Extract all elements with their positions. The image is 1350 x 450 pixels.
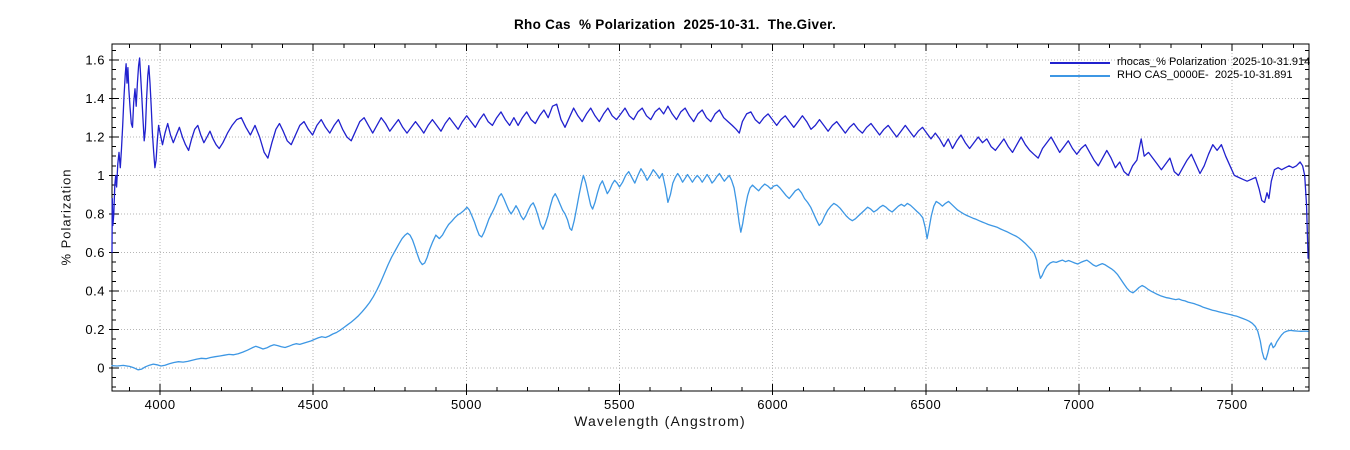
legend-label-series1: rhocas_% Polarization 2025-10-31.914	[1117, 56, 1311, 68]
svg-text:7000: 7000	[1064, 397, 1095, 412]
svg-text:4000: 4000	[145, 397, 176, 412]
series-line-1	[111, 57, 1309, 259]
svg-text:4500: 4500	[298, 397, 329, 412]
series-line-2	[111, 168, 1309, 371]
legend-item-series1: rhocas_% Polarization 2025-10-31.914	[1050, 56, 1310, 69]
svg-text:0: 0	[97, 360, 105, 375]
plot-border	[111, 43, 1310, 392]
legend-label-series2: RHO CAS_0000E- 2025-10-31.891	[1117, 69, 1293, 81]
svg-text:1.2: 1.2	[85, 130, 105, 145]
svg-text:0.6: 0.6	[85, 245, 105, 260]
axis-ticks	[109, 44, 1309, 395]
svg-text:1.4: 1.4	[85, 91, 105, 106]
legend: rhocas_% Polarization 2025-10-31.914 RHO…	[1050, 56, 1310, 82]
series-lines	[111, 57, 1309, 371]
svg-text:5000: 5000	[451, 397, 482, 412]
svg-text:0.4: 0.4	[85, 283, 105, 298]
legend-item-series2: RHO CAS_0000E- 2025-10-31.891	[1050, 69, 1310, 82]
svg-text:7500: 7500	[1217, 397, 1248, 412]
svg-text:0.2: 0.2	[85, 322, 105, 337]
svg-text:6500: 6500	[910, 397, 941, 412]
svg-text:0.8: 0.8	[85, 206, 105, 221]
series1-line-swatch-icon	[1050, 61, 1110, 64]
y-tick-labels: 0 0.2 0.4 0.6 0.8 1 1.2 1.4 1.6	[85, 53, 105, 376]
series2-line-swatch-icon	[1050, 74, 1110, 77]
gridlines	[112, 44, 1309, 391]
svg-text:1: 1	[97, 168, 105, 183]
x-axis-label: Wavelength (Angstrom)	[574, 413, 746, 429]
svg-text:6000: 6000	[757, 397, 788, 412]
y-axis-label: % Polarization	[58, 168, 74, 266]
chart-title: Rho Cas % Polarization 2025-10-31. The.G…	[513, 17, 836, 32]
x-tick-labels: 4000 4500 5000 5500 6000 6500 7000 7500	[145, 397, 1248, 412]
svg-text:1.6: 1.6	[85, 53, 105, 68]
svg-text:5500: 5500	[604, 397, 635, 412]
